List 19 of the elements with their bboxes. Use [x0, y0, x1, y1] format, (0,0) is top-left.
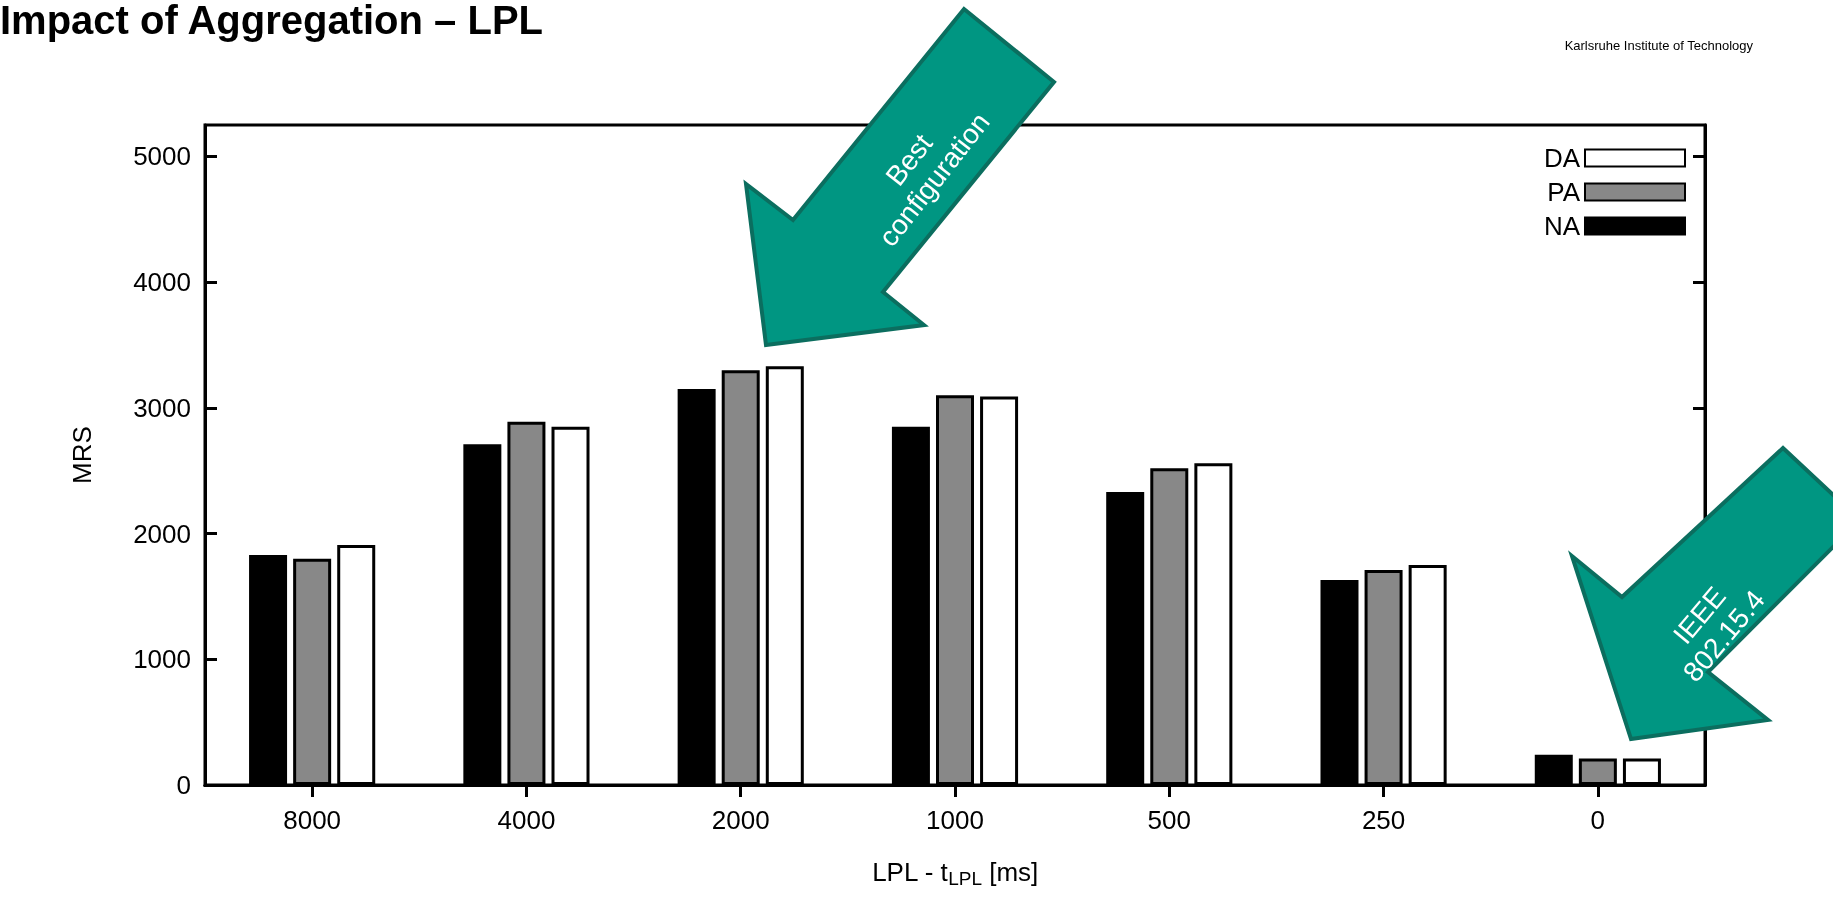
legend-label: PA — [1547, 177, 1581, 207]
y-tick-label: 0 — [176, 770, 191, 800]
x-tick-label: 500 — [1147, 805, 1191, 835]
x-tick-label: 250 — [1361, 805, 1406, 835]
x-tick-label: 1000 — [926, 805, 984, 835]
y-tick-label: 1000 — [133, 644, 191, 675]
y-axis-title: MRS — [67, 426, 97, 484]
legend-label: DA — [1543, 143, 1581, 173]
x-tick-label: 2000 — [711, 805, 770, 835]
x-tick-label: 4000 — [497, 805, 556, 835]
x-tick-label: 0 — [1590, 805, 1606, 835]
y-tick-label: 2000 — [133, 518, 191, 549]
x-tick-label: 8000 — [283, 805, 342, 835]
y-tick-label: 4000 — [133, 267, 191, 298]
chart-title: Impact of Aggregation – LPL — [0, 0, 543, 43]
legend-label: NA — [1543, 211, 1581, 241]
y-tick-label: 5000 — [133, 141, 191, 172]
y-tick-label: 3000 — [133, 392, 191, 423]
text: Karlsruhe Institute of Technology — [1564, 38, 1753, 53]
